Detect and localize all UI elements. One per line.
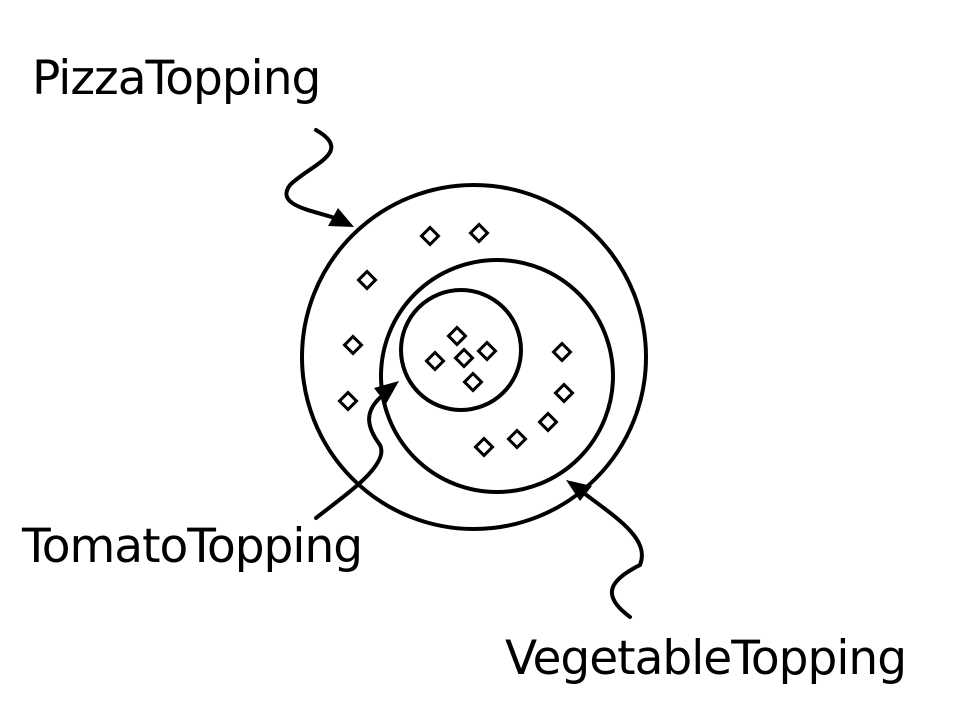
pizza-arrow-shaft bbox=[284, 128, 337, 220]
member-diamond bbox=[473, 436, 495, 458]
member-diamond bbox=[356, 269, 378, 291]
pizza-topping-arrow bbox=[284, 128, 354, 227]
member-diamond bbox=[506, 428, 528, 450]
member-diamond bbox=[419, 225, 441, 247]
tomato-arrow-head bbox=[374, 381, 399, 404]
pizza-arrow-head bbox=[328, 208, 354, 227]
member-diamond bbox=[424, 350, 446, 372]
pizza-only-members bbox=[337, 222, 490, 412]
vegetable-topping-label: VegetableTopping bbox=[505, 631, 906, 686]
pizza-topping-set bbox=[300, 183, 648, 531]
tomato-members bbox=[424, 325, 498, 393]
member-diamond bbox=[446, 325, 468, 347]
vegetable-arrow-head bbox=[566, 480, 592, 501]
member-diamond bbox=[553, 382, 575, 404]
vegetable-arrow-shaft bbox=[583, 492, 644, 619]
vegetable-only-members bbox=[473, 341, 575, 458]
member-diamond bbox=[337, 390, 359, 412]
member-diamond bbox=[476, 340, 498, 362]
tomato-topping-set bbox=[399, 288, 523, 412]
member-diamond bbox=[468, 222, 490, 244]
member-diamond bbox=[551, 341, 573, 363]
member-diamond bbox=[453, 347, 475, 369]
pizza-topping-label: PizzaTopping bbox=[32, 51, 320, 106]
vegetable-topping-set bbox=[379, 258, 615, 494]
member-diamond bbox=[537, 411, 559, 433]
member-diamond bbox=[342, 334, 364, 356]
tomato-arrow-shaft bbox=[314, 393, 385, 520]
tomato-topping-label: TomatoTopping bbox=[21, 519, 362, 574]
tomato-topping-arrow bbox=[314, 381, 399, 520]
vegetable-topping-arrow bbox=[566, 480, 644, 619]
member-diamond bbox=[462, 371, 484, 393]
